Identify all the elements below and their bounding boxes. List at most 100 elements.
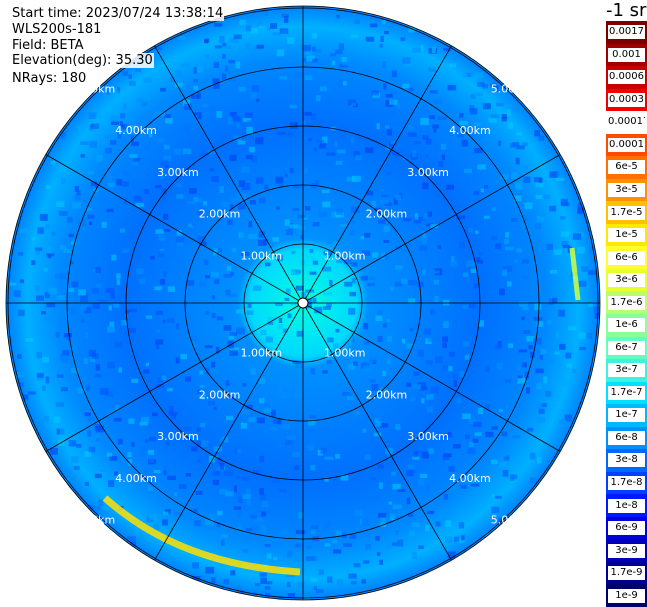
speckle (242, 476, 250, 481)
colorbar-label: 1e-5 (608, 228, 645, 243)
speckle (225, 65, 229, 72)
speckle (451, 256, 455, 263)
speckle (578, 280, 587, 287)
speckle (474, 72, 484, 79)
speckle (45, 376, 50, 384)
range-label: 2.00km (199, 208, 241, 221)
speckle (549, 171, 558, 178)
speckle (310, 577, 318, 583)
speckle (411, 194, 421, 199)
speckle (192, 115, 198, 121)
speckle (167, 475, 176, 480)
speckle (376, 122, 380, 130)
speckle (69, 261, 74, 265)
speckle (500, 173, 509, 180)
speckle (413, 371, 420, 376)
speckle (84, 332, 88, 338)
speckle (245, 42, 251, 50)
speckle (131, 442, 135, 447)
speckle (536, 321, 543, 327)
speckle (401, 213, 408, 219)
speckle (292, 451, 300, 457)
speckle (18, 252, 24, 256)
speckle (155, 185, 161, 189)
speckle (89, 221, 93, 226)
speckle (457, 538, 465, 543)
speckle (204, 518, 214, 526)
speckle (330, 53, 336, 57)
speckle (226, 396, 234, 400)
speckle (118, 367, 122, 373)
speckle (338, 43, 344, 51)
speckle (476, 92, 483, 96)
speckle (289, 224, 299, 229)
speckle (314, 306, 323, 314)
speckle (45, 224, 50, 229)
speckle (425, 360, 433, 365)
speckle (522, 362, 527, 368)
speckle (498, 409, 503, 413)
speckle (588, 303, 593, 307)
speckle (351, 137, 355, 144)
speckle (468, 227, 473, 233)
speckle (369, 23, 378, 28)
range-label: 3.00km (157, 166, 199, 179)
range-label: 3.00km (407, 430, 449, 443)
speckle (162, 195, 166, 201)
speckle (228, 77, 237, 82)
speckle (95, 183, 100, 189)
speckle (116, 273, 121, 279)
speckle (322, 306, 331, 310)
speckle (529, 452, 536, 460)
speckle (447, 84, 457, 91)
speckle (304, 111, 313, 116)
speckle (109, 321, 115, 327)
speckle (235, 61, 241, 69)
speckle (163, 155, 172, 162)
colorbar-swatch: 0.0001 (606, 133, 647, 157)
speckle (389, 44, 398, 49)
speckle (143, 369, 150, 374)
speckle (87, 430, 92, 437)
speckle (380, 423, 389, 428)
speckle (117, 132, 122, 139)
speckle (470, 94, 476, 99)
speckle (490, 87, 494, 93)
colorbar-swatch: 0.001 (606, 43, 647, 67)
speckle (110, 140, 117, 145)
speckle (483, 103, 491, 110)
speckle (196, 389, 202, 395)
speckle (60, 428, 67, 436)
speckle (259, 455, 265, 462)
speckle (256, 417, 265, 424)
speckle (317, 139, 325, 144)
speckle (548, 358, 555, 363)
speckle (569, 275, 574, 282)
speckle (128, 74, 132, 79)
high-backscatter-arc (102, 495, 301, 576)
colorbar-label: 1e-8 (608, 498, 645, 513)
speckle (418, 479, 424, 486)
speckle (468, 418, 476, 424)
speckle (272, 418, 282, 424)
speckle (580, 266, 589, 272)
speckle (377, 310, 383, 317)
speckle (512, 435, 520, 439)
speckle (386, 171, 392, 176)
speckle (260, 577, 267, 584)
speckle (599, 303, 600, 308)
speckle (168, 405, 174, 413)
speckle (348, 99, 357, 106)
speckle (326, 426, 330, 432)
speckle (402, 57, 411, 64)
speckle (128, 418, 135, 424)
speckle (206, 150, 216, 155)
speckle (400, 278, 408, 284)
speckle (227, 265, 232, 271)
speckle (95, 114, 104, 119)
speckle (68, 233, 75, 238)
speckle (210, 471, 215, 476)
speckle (418, 237, 426, 242)
speckle (478, 320, 484, 327)
speckle (265, 592, 271, 598)
